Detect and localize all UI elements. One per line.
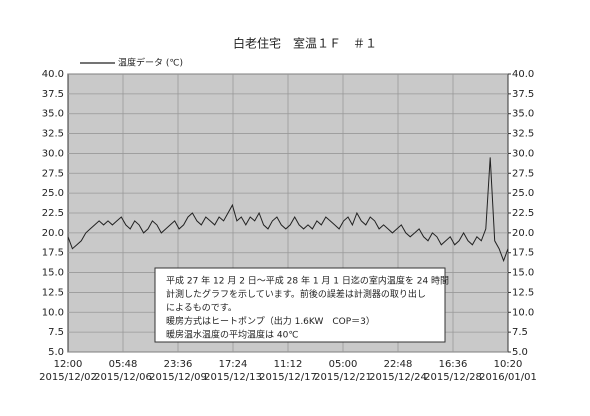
y2-tick-label: 5.0 — [512, 347, 528, 358]
y2-tick-label: 30.0 — [512, 148, 534, 159]
y2-tick-label: 20.0 — [512, 228, 534, 239]
note-line: 計測したグラフを示しています。前後の誤差は計測器の取り出し — [166, 288, 426, 300]
x-tick-time: 11:12 — [274, 359, 303, 370]
y-tick-label: 17.5 — [42, 248, 64, 259]
note-line: 暖房方式はヒートポンプ（出力 1.6KW COP＝3） — [166, 315, 375, 327]
y2-tick-label: 25.0 — [512, 188, 534, 199]
x-tick-date: 2015/12/28 — [424, 372, 482, 383]
y-tick-label: 35.0 — [42, 109, 64, 120]
x-tick-time: 05:00 — [329, 359, 358, 370]
y-tick-label: 32.5 — [42, 129, 64, 140]
y2-tick-label: 22.5 — [512, 208, 534, 219]
y2-tick-label: 27.5 — [512, 168, 534, 179]
y-tick-label: 27.5 — [42, 168, 64, 179]
y2-tick-label: 35.0 — [512, 109, 534, 120]
x-tick-time: 10:20 — [494, 359, 523, 370]
y2-tick-label: 10.0 — [512, 307, 534, 318]
y-tick-label: 37.5 — [42, 89, 64, 100]
y-tick-label: 7.5 — [48, 327, 64, 338]
x-tick-time: 16:36 — [439, 359, 468, 370]
x-tick-time: 12:00 — [54, 359, 83, 370]
y-tick-label: 12.5 — [42, 287, 64, 298]
note-line: 暖房温水温度の平均温度は 40℃ — [166, 329, 298, 341]
y-tick-label: 40.0 — [42, 69, 64, 80]
x-tick-date: 2015/12/02 — [39, 372, 97, 383]
x-tick-date: 2015/12/24 — [369, 372, 427, 383]
x-tick-date: 2015/12/09 — [149, 372, 207, 383]
note-line: 平成 27 年 12 月 2 日～平成 28 年 1 月 1 日迄の室内温度を … — [166, 275, 449, 287]
y-tick-label: 25.0 — [42, 188, 64, 199]
y-tick-label: 5.0 — [48, 347, 64, 358]
x-tick-time: 17:24 — [219, 359, 248, 370]
y-tick-label: 10.0 — [42, 307, 64, 318]
y2-tick-label: 17.5 — [512, 248, 534, 259]
y2-tick-label: 7.5 — [512, 327, 528, 338]
y-tick-label: 30.0 — [42, 148, 64, 159]
x-tick-date: 2015/12/13 — [204, 372, 262, 383]
y2-tick-label: 15.0 — [512, 268, 534, 279]
x-tick-date: 2015/12/17 — [259, 372, 317, 383]
x-tick-date: 2015/12/21 — [314, 372, 372, 383]
y-tick-label: 15.0 — [42, 268, 64, 279]
y-tick-label: 20.0 — [42, 228, 64, 239]
x-tick-date: 2016/01/01 — [479, 372, 537, 383]
note-box — [154, 267, 446, 343]
data-line — [67, 157, 509, 263]
y2-tick-label: 37.5 — [512, 89, 534, 100]
y2-tick-label: 12.5 — [512, 287, 534, 298]
y2-tick-label: 40.0 — [512, 69, 534, 80]
y2-tick-label: 32.5 — [512, 129, 534, 140]
legend-label: 温度データ (℃) — [118, 57, 183, 69]
x-tick-time: 23:36 — [164, 359, 193, 370]
chart-title: 白老住宅 室温１Ｆ ＃１ — [233, 36, 377, 51]
y-tick-label: 22.5 — [42, 208, 64, 219]
x-tick-date: 2015/12/06 — [94, 372, 152, 383]
x-tick-time: 22:48 — [384, 359, 413, 370]
x-tick-time: 05:48 — [109, 359, 138, 370]
note-line: によるものです。 — [166, 303, 237, 314]
